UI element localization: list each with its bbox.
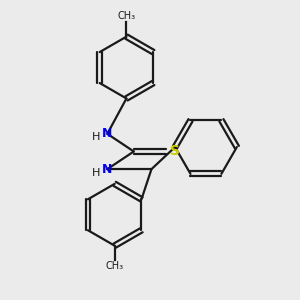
Text: CH₃: CH₃ (106, 261, 124, 271)
Text: N: N (102, 127, 112, 140)
Text: N: N (102, 163, 112, 176)
Text: H: H (92, 168, 100, 178)
Text: H: H (92, 132, 100, 142)
Text: S: S (170, 144, 180, 158)
Text: CH₃: CH₃ (117, 11, 136, 21)
